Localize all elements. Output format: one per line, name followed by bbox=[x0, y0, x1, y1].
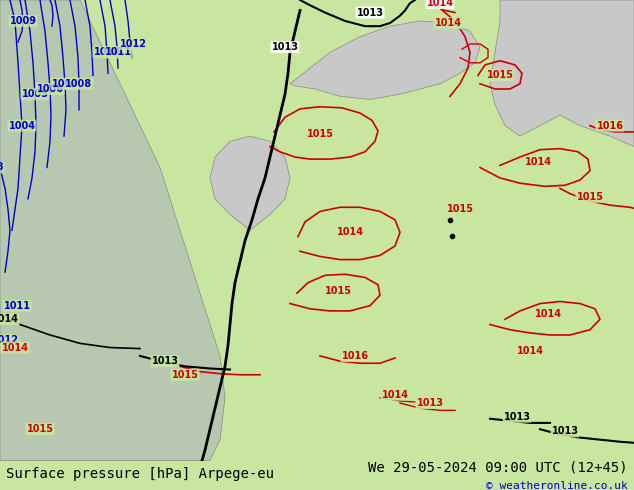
Text: 1013: 1013 bbox=[552, 426, 578, 436]
Text: 1015: 1015 bbox=[172, 370, 198, 380]
Text: 1010: 1010 bbox=[93, 48, 120, 57]
Text: 1015: 1015 bbox=[325, 286, 351, 296]
Text: 1015: 1015 bbox=[576, 192, 604, 202]
Text: 1014: 1014 bbox=[1, 343, 29, 352]
Text: 1014: 1014 bbox=[517, 345, 543, 356]
Text: 1014: 1014 bbox=[524, 157, 552, 167]
Text: 1014: 1014 bbox=[0, 314, 18, 324]
Text: 3: 3 bbox=[0, 163, 3, 172]
Text: 1012: 1012 bbox=[119, 39, 146, 49]
Text: 1014: 1014 bbox=[434, 18, 462, 28]
Text: 1007: 1007 bbox=[51, 79, 79, 89]
Text: 1013: 1013 bbox=[271, 42, 299, 52]
Text: 1013: 1013 bbox=[152, 356, 179, 366]
Text: 1014: 1014 bbox=[427, 0, 453, 8]
Text: 1013: 1013 bbox=[503, 412, 531, 421]
Text: 1008: 1008 bbox=[65, 79, 93, 89]
Polygon shape bbox=[210, 136, 290, 230]
Text: 1013: 1013 bbox=[356, 7, 384, 18]
Text: 1009: 1009 bbox=[10, 16, 37, 26]
Text: 1005: 1005 bbox=[22, 89, 48, 99]
Text: 1012: 1012 bbox=[0, 335, 18, 345]
Text: Surface pressure [hPa] Arpege-eu: Surface pressure [hPa] Arpege-eu bbox=[6, 467, 275, 481]
Text: We 29-05-2024 09:00 UTC (12+45): We 29-05-2024 09:00 UTC (12+45) bbox=[368, 461, 628, 475]
Text: 1014: 1014 bbox=[534, 309, 562, 319]
Text: 1014: 1014 bbox=[382, 390, 408, 400]
Text: 1013: 1013 bbox=[417, 398, 444, 408]
Text: 1011: 1011 bbox=[105, 48, 131, 57]
Text: 1011: 1011 bbox=[4, 301, 30, 311]
Polygon shape bbox=[490, 0, 634, 147]
Text: 1015: 1015 bbox=[306, 129, 333, 139]
Polygon shape bbox=[290, 21, 480, 99]
Text: 1015: 1015 bbox=[446, 204, 474, 214]
Text: © weatheronline.co.uk: © weatheronline.co.uk bbox=[486, 481, 628, 490]
Text: 1016: 1016 bbox=[597, 121, 623, 131]
Text: 1014: 1014 bbox=[337, 227, 363, 237]
Text: 1015: 1015 bbox=[486, 71, 514, 80]
Text: 1006: 1006 bbox=[37, 84, 63, 94]
Text: 1016: 1016 bbox=[342, 351, 368, 361]
Text: 1004: 1004 bbox=[8, 121, 36, 131]
Text: 1015: 1015 bbox=[27, 424, 53, 434]
Polygon shape bbox=[0, 0, 225, 461]
